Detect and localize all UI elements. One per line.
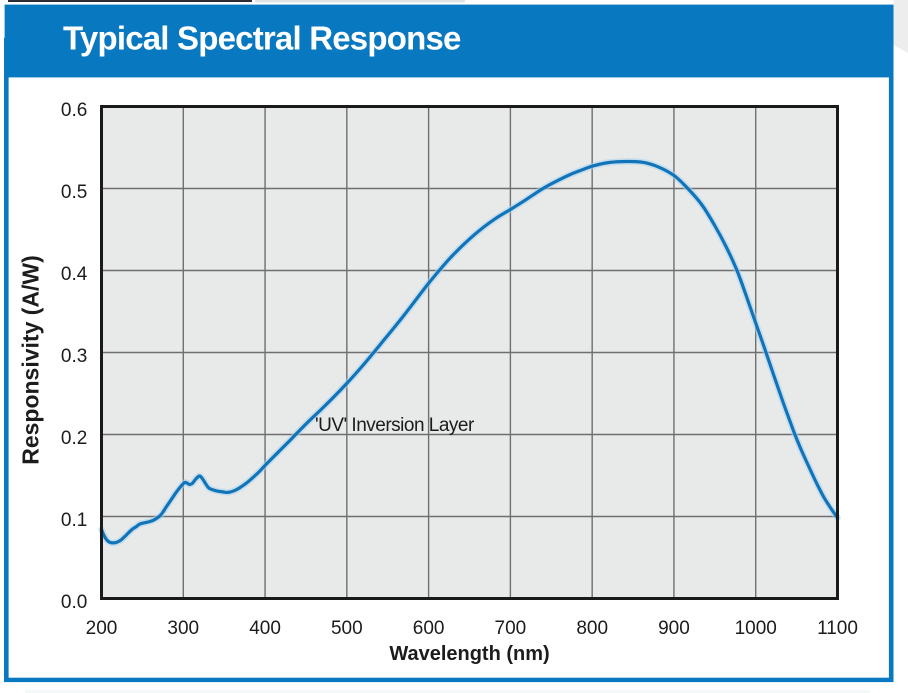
svg-text:400: 400	[249, 618, 281, 639]
svg-text:0.1: 0.1	[61, 510, 87, 531]
svg-text:700: 700	[495, 618, 527, 639]
svg-text:900: 900	[658, 618, 690, 639]
svg-text:200: 200	[86, 618, 118, 639]
svg-text:Typical Spectral Response: Typical Spectral Response	[63, 20, 461, 57]
svg-text:0.0: 0.0	[61, 592, 87, 613]
svg-text:500: 500	[331, 618, 363, 639]
svg-text:Responsivity (A/W): Responsivity (A/W)	[18, 255, 44, 465]
svg-text:600: 600	[413, 618, 445, 639]
svg-text:1000: 1000	[735, 618, 777, 639]
svg-text:300: 300	[167, 618, 199, 639]
svg-text:0.6: 0.6	[61, 100, 87, 121]
svg-text:0.5: 0.5	[61, 182, 87, 203]
svg-text:1100: 1100	[817, 618, 858, 639]
svg-text:0.4: 0.4	[61, 264, 88, 285]
svg-text:Wavelength (nm): Wavelength (nm)	[389, 643, 549, 665]
svg-text:'UV' Inversion Layer: 'UV' Inversion Layer	[315, 415, 475, 436]
svg-text:800: 800	[576, 618, 608, 639]
svg-text:0.2: 0.2	[61, 428, 87, 449]
svg-text:0.3: 0.3	[61, 346, 87, 367]
